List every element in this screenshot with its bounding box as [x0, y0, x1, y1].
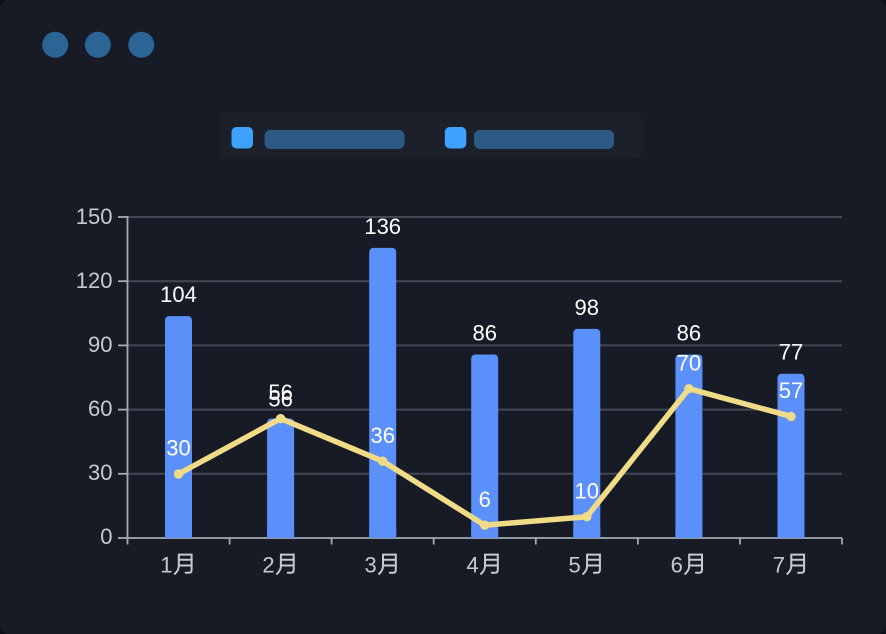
- svg-text:56: 56: [268, 380, 292, 405]
- svg-text:30: 30: [166, 436, 190, 461]
- svg-text:4: 4: [466, 553, 478, 578]
- svg-text:90: 90: [88, 332, 112, 357]
- svg-text:70: 70: [677, 350, 701, 375]
- svg-text:77: 77: [779, 340, 803, 365]
- svg-text:6: 6: [479, 487, 491, 512]
- svg-text:150: 150: [76, 204, 113, 229]
- svg-text:5: 5: [569, 553, 581, 578]
- svg-text:120: 120: [76, 268, 113, 293]
- svg-text:7: 7: [773, 553, 785, 578]
- svg-text:6: 6: [671, 553, 683, 578]
- svg-text:10: 10: [575, 478, 599, 503]
- svg-text:86: 86: [472, 321, 496, 346]
- svg-text:1: 1: [160, 553, 172, 578]
- svg-text:56: 56: [268, 387, 292, 412]
- svg-text:36: 36: [370, 423, 394, 448]
- svg-text:104: 104: [160, 282, 197, 307]
- svg-text:136: 136: [364, 214, 401, 239]
- svg-text:2: 2: [262, 553, 274, 578]
- svg-text:57: 57: [779, 378, 803, 403]
- svg-text:3: 3: [364, 553, 376, 578]
- svg-text:0: 0: [100, 524, 112, 549]
- svg-text:86: 86: [677, 321, 701, 346]
- svg-text:98: 98: [575, 295, 599, 320]
- svg-text:30: 30: [88, 460, 112, 485]
- svg-text:60: 60: [88, 396, 112, 421]
